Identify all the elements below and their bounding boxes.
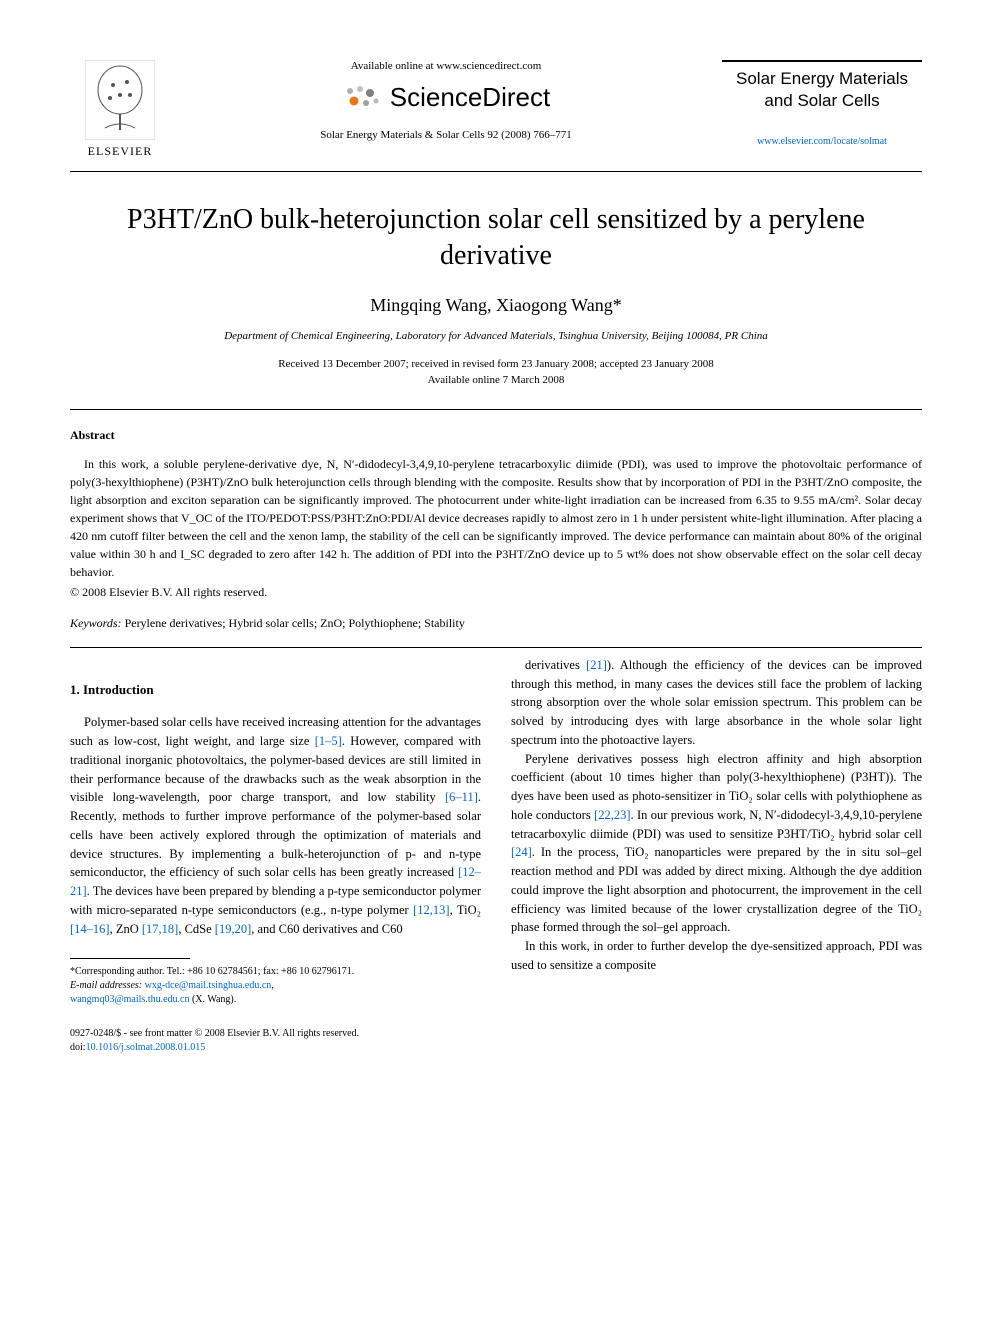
article-dates: Received 13 December 2007; received in r… [70,356,922,389]
keywords-text: Perylene derivatives; Hybrid solar cells… [122,616,465,630]
ref-link[interactable]: [17,18] [142,922,178,936]
col2-head: derivatives [525,658,586,672]
issn-copyright: 0927-0248/$ - see front matter © 2008 El… [70,1027,481,1041]
corresponding-author-footnote: *Corresponding author. Tel.: +86 10 6278… [70,965,481,1007]
keywords-line: Keywords: Perylene derivatives; Hybrid s… [70,616,922,631]
author-affiliation: Department of Chemical Engineering, Labo… [70,330,922,342]
abstract-body: In this work, a soluble perylene-derivat… [70,455,922,581]
available-online-text: Available online at www.sciencedirect.co… [351,60,542,72]
author-list: Mingqing Wang, Xiaogong Wang* [70,295,922,316]
dates-received: Received 13 December 2007; received in r… [70,356,922,373]
ref-link[interactable]: [22,23] [594,808,630,822]
intro-paragraph-2: Perylene derivatives possess high electr… [511,750,922,938]
journal-citation: Solar Energy Materials & Solar Cells 92 … [320,129,572,141]
keywords-label: Keywords: [70,616,122,630]
intro-paragraph-1: Polymer-based solar cells have received … [70,713,481,938]
abstract-top-divider [70,409,922,410]
email-link-2[interactable]: wangmq03@mails.thu.edu.cn [70,994,189,1005]
ref-link[interactable]: [24] [511,845,532,859]
ref-link[interactable]: [1–5] [315,734,342,748]
body-two-column: 1. Introduction Polymer-based solar cell… [70,656,922,1056]
journal-title-block: Solar Energy Materials and Solar Cells w… [722,60,922,147]
journal-url-link[interactable]: www.elsevier.com/locate/solmat [722,136,922,147]
article-footer-info: 0927-0248/$ - see front matter © 2008 El… [70,1027,481,1055]
sciencedirect-dots-icon [342,83,382,113]
email-label: E-mail addresses: [70,980,142,991]
elsevier-tree-logo [85,60,155,140]
sciencedirect-logo-block: ScienceDirect [342,82,550,113]
ref-link[interactable]: [14–16] [70,922,110,936]
email-link-1[interactable]: wxg-dce@mail.tsinghua.edu.cn [145,980,272,991]
ref-link[interactable]: [12,13] [413,903,449,917]
abstract-copyright: © 2008 Elsevier B.V. All rights reserved… [70,585,922,600]
sciencedirect-wordmark: ScienceDirect [390,82,550,113]
intro-paragraph-1-cont: derivatives [21]). Although the efficien… [511,656,922,750]
elsevier-label: ELSEVIER [88,144,153,159]
abstract-bottom-divider [70,647,922,648]
header-center-block: Available online at www.sciencedirect.co… [170,60,722,141]
ref-link[interactable]: [19,20] [215,922,251,936]
ref-link[interactable]: [21] [586,658,607,672]
footnote-separator [70,958,190,959]
doi-link[interactable]: 10.1016/j.solmat.2008.01.015 [86,1042,206,1053]
elsevier-publisher-block: ELSEVIER [70,60,170,159]
dates-online: Available online 7 March 2008 [70,372,922,389]
header-row: ELSEVIER Available online at www.science… [70,60,922,159]
abstract-heading: Abstract [70,428,922,443]
intro-heading: 1. Introduction [70,680,481,700]
intro-paragraph-3: In this work, in order to further develo… [511,937,922,975]
doi-label: doi: [70,1042,86,1053]
article-title: P3HT/ZnO bulk-heterojunction solar cell … [70,202,922,275]
ref-link[interactable]: [6–11] [445,790,478,804]
header-divider [70,171,922,172]
journal-name: Solar Energy Materials and Solar Cells [722,60,922,112]
corr-author-line: *Corresponding author. Tel.: +86 10 6278… [70,965,481,979]
col1-tail: and C60 [361,922,403,936]
